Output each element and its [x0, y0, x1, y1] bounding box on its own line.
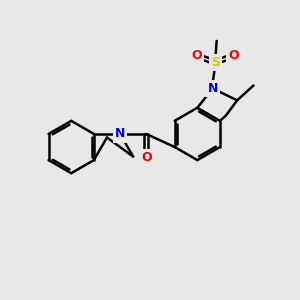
Text: O: O	[191, 49, 202, 62]
Text: S: S	[211, 56, 220, 69]
Text: N: N	[208, 82, 218, 95]
Text: N: N	[115, 128, 125, 140]
Text: O: O	[228, 49, 239, 62]
Text: O: O	[141, 151, 152, 164]
